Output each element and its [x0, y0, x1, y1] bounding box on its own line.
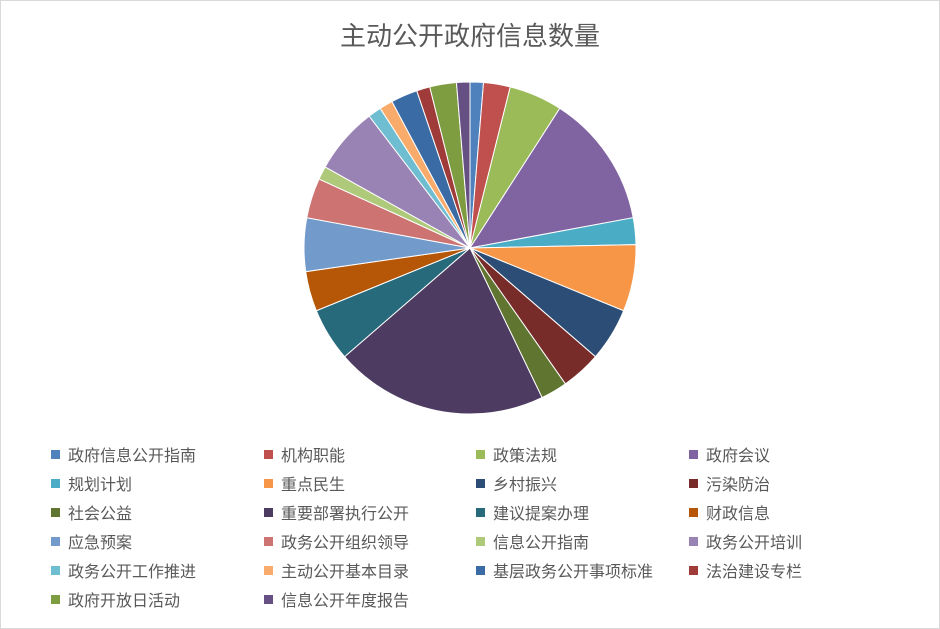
- legend-item: 机构职能: [264, 443, 476, 465]
- legend-item: 政务公开工作推进: [51, 559, 264, 581]
- legend-swatch: [51, 449, 60, 459]
- legend-label: 政务公开组织领导: [281, 533, 410, 552]
- legend-swatch: [689, 478, 698, 488]
- legend-item: 乡村振兴: [476, 472, 689, 494]
- legend-swatch: [51, 594, 60, 604]
- pie-slice: [455, 81, 471, 249]
- legend-swatch: [264, 478, 273, 488]
- legend-label: 重要部署执行公开: [281, 504, 410, 523]
- legend-label: 信息公开年度报告: [281, 591, 410, 610]
- legend-item: 政务公开培训: [689, 530, 902, 552]
- legend-swatch: [689, 565, 698, 575]
- legend-swatch: [689, 449, 698, 459]
- legend-item: 重点民生: [264, 472, 476, 494]
- legend-swatch: [51, 507, 60, 517]
- legend-item: 建议提案办理: [476, 501, 689, 523]
- legend: 政府信息公开指南 机构职能 政策法规 政府会议规划计划 重点民生 乡村振兴 污染防治社会公益…: [51, 443, 911, 610]
- pie-slice: [343, 247, 543, 415]
- legend-label: 基层政务公开事项标准: [493, 562, 654, 581]
- legend-item: 重要部署执行公开: [264, 501, 476, 523]
- legend-label: 应急预案: [68, 533, 133, 552]
- legend-label: 政务公开培训: [706, 533, 803, 552]
- legend-item: 基层政务公开事项标准: [476, 559, 689, 581]
- legend-item: 社会公益: [51, 501, 264, 523]
- legend-label: 机构职能: [281, 446, 346, 465]
- legend-item: 信息公开年度报告: [264, 588, 476, 610]
- pie-slice: [468, 107, 634, 249]
- legend-swatch: [476, 478, 485, 488]
- legend-label: 规划计划: [68, 475, 133, 494]
- legend-swatch: [264, 536, 273, 546]
- pie-chart: [303, 81, 637, 415]
- legend-label: 政策法规: [493, 446, 558, 465]
- legend-label: 乡村振兴: [493, 475, 558, 494]
- legend-swatch: [51, 478, 60, 488]
- legend-swatch: [689, 507, 698, 517]
- legend-label: 社会公益: [68, 504, 133, 523]
- legend-item: 政务公开组织领导: [264, 530, 476, 552]
- legend-item: 法治建设专栏: [689, 559, 902, 581]
- legend-item: 主动公开基本目录: [264, 559, 476, 581]
- legend-label: 污染防治: [706, 475, 771, 494]
- legend-swatch: [689, 536, 698, 546]
- legend-item: 规划计划: [51, 472, 264, 494]
- legend-swatch: [476, 449, 485, 459]
- legend-swatch: [476, 507, 485, 517]
- legend-item: 政府开放日活动: [51, 588, 264, 610]
- legend-label: 信息公开指南: [493, 533, 590, 552]
- legend-item: 政策法规: [476, 443, 689, 465]
- legend-label: 主动公开基本目录: [281, 562, 410, 581]
- legend-label: 法治建设专栏: [706, 562, 803, 581]
- legend-item: 污染防治: [689, 472, 902, 494]
- legend-swatch: [264, 507, 273, 517]
- legend-item: 应急预案: [51, 530, 264, 552]
- legend-item: 政府信息公开指南: [51, 443, 264, 465]
- legend-label: 财政信息: [706, 504, 771, 523]
- legend-label: 政府信息公开指南: [68, 446, 197, 465]
- legend-item: 财政信息: [689, 501, 902, 523]
- legend-label: 政务公开工作推进: [68, 562, 197, 581]
- legend-swatch: [51, 536, 60, 546]
- legend-label: 重点民生: [281, 475, 346, 494]
- legend-swatch: [264, 565, 273, 575]
- legend-label: 建议提案办理: [493, 504, 590, 523]
- legend-label: 政府会议: [706, 446, 771, 465]
- chart-title: 主动公开政府信息数量: [339, 22, 600, 52]
- legend-item: 信息公开指南: [476, 530, 689, 552]
- legend-item: 政府会议: [689, 443, 902, 465]
- legend-swatch: [264, 594, 273, 604]
- legend-swatch: [51, 565, 60, 575]
- legend-swatch: [264, 449, 273, 459]
- legend-label: 政府开放日活动: [68, 591, 181, 610]
- legend-swatch: [476, 565, 485, 575]
- legend-swatch: [476, 536, 485, 546]
